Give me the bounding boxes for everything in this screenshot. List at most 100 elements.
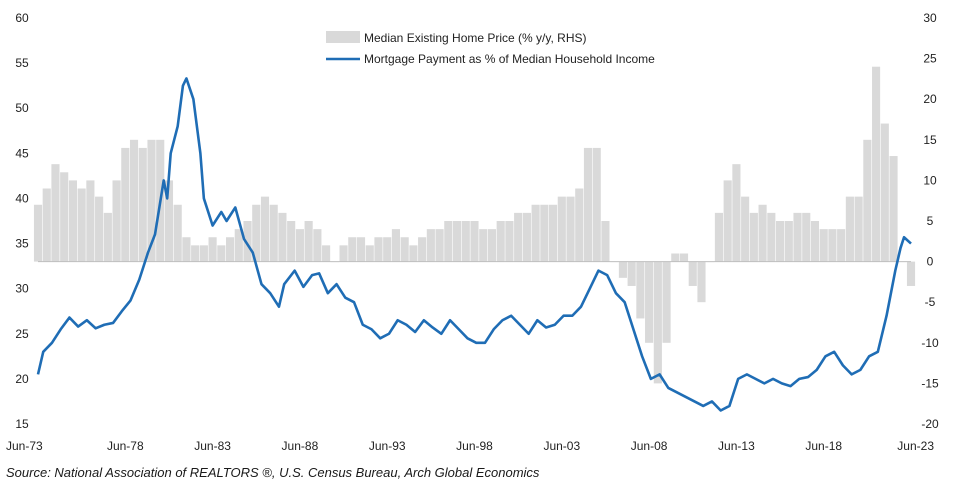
x-tick-label: Jun-03 <box>543 439 580 453</box>
home-price-bar <box>845 196 854 262</box>
home-price-bar <box>880 123 889 262</box>
home-price-bar <box>819 229 828 262</box>
x-tick-label: Jun-08 <box>631 439 668 453</box>
home-price-bar <box>112 180 121 262</box>
home-price-bar <box>662 261 671 343</box>
home-price-bar <box>854 196 863 262</box>
home-price-bar <box>208 237 217 262</box>
home-price-bar <box>741 196 750 262</box>
right-tick-label: 25 <box>923 52 937 66</box>
left-tick-label: 40 <box>15 191 29 205</box>
home-price-bar <box>138 147 147 262</box>
home-price-bar <box>688 261 697 286</box>
right-tick-label: 15 <box>923 133 937 147</box>
left-tick-label: 20 <box>15 372 29 386</box>
home-price-bar <box>601 221 610 262</box>
home-price-bar <box>129 139 139 262</box>
mortgage-payment-line <box>36 77 912 412</box>
home-price-bar <box>810 221 820 262</box>
home-price-bar <box>243 221 252 262</box>
home-price-bar <box>199 245 208 262</box>
home-price-bar <box>356 237 366 262</box>
legend-bar-swatch <box>326 31 360 43</box>
home-price-bar <box>348 237 357 262</box>
home-price-bar <box>313 229 322 262</box>
home-price-bars <box>33 66 916 384</box>
home-price-bar <box>549 204 558 262</box>
home-price-bar <box>645 261 654 343</box>
home-price-bar <box>51 164 60 262</box>
home-price-bar <box>697 261 706 303</box>
home-price-bar <box>479 229 488 262</box>
legend-bar-label: Median Existing Home Price (% y/y, RHS) <box>364 31 587 45</box>
home-price-bar <box>400 237 409 262</box>
x-tick-label: Jun-83 <box>194 439 231 453</box>
home-price-bar <box>33 204 43 262</box>
home-price-bar <box>775 221 785 262</box>
home-price-bar <box>217 245 226 262</box>
left-tick-label: 50 <box>15 101 29 115</box>
x-tick-label: Jun-78 <box>107 439 144 453</box>
left-tick-label: 60 <box>15 11 29 25</box>
home-price-bar <box>435 229 444 262</box>
home-price-bar <box>103 212 112 262</box>
source-note: Source: National Association of REALTORS… <box>6 465 540 480</box>
home-price-bar <box>452 221 462 262</box>
home-price-bar <box>269 204 278 262</box>
home-price-bar <box>679 253 689 262</box>
home-price-bar <box>767 212 776 262</box>
home-price-bar <box>505 221 514 262</box>
home-price-bar <box>252 204 261 262</box>
x-tick-label: Jun-73 <box>6 439 43 453</box>
home-price-bar <box>121 147 130 262</box>
right-tick-label: -10 <box>921 336 939 350</box>
x-tick-label: Jun-13 <box>718 439 755 453</box>
left-tick-label: 45 <box>15 146 29 160</box>
home-price-bar <box>191 245 200 262</box>
home-price-bar <box>828 229 837 262</box>
home-price-bar <box>147 139 156 262</box>
home-price-bar <box>173 204 182 262</box>
home-price-bar <box>487 229 497 262</box>
home-price-bar <box>906 261 916 286</box>
home-price-bar <box>671 253 680 262</box>
right-tick-label: 0 <box>927 255 934 269</box>
home-price-bar <box>514 212 523 262</box>
home-price-bar <box>234 229 243 262</box>
home-price-bar <box>627 261 636 286</box>
home-price-bar <box>42 188 51 262</box>
home-price-bar <box>86 180 95 262</box>
home-price-bar <box>470 221 479 262</box>
x-tick-label: Jun-88 <box>282 439 319 453</box>
home-price-bar <box>618 261 627 278</box>
home-price-bar <box>287 221 296 262</box>
right-tick-label: 5 <box>927 214 934 228</box>
right-tick-label: -15 <box>921 376 939 390</box>
x-axis-ticks: Jun-73 Jun-78 Jun-83 Jun-88 Jun-93 Jun-98 Jun-… <box>6 439 934 453</box>
home-price-bar <box>802 212 811 262</box>
home-price-bar <box>304 221 313 262</box>
home-price-bar <box>784 221 793 262</box>
home-price-bar <box>557 196 566 262</box>
x-tick-label: Jun-93 <box>369 439 406 453</box>
home-price-bar <box>95 196 104 262</box>
home-price-bar <box>653 261 662 384</box>
home-price-bar <box>374 237 383 262</box>
legend-line-label: Mortgage Payment as % of Median Househol… <box>364 52 655 66</box>
home-price-bar <box>863 139 872 262</box>
right-tick-label: 10 <box>923 173 937 187</box>
home-price-bar <box>592 147 601 262</box>
home-price-bar <box>540 204 549 262</box>
home-price-bar <box>837 229 846 262</box>
right-tick-label: -5 <box>925 295 936 309</box>
home-price-bar <box>295 229 304 262</box>
home-price-bar <box>461 221 470 262</box>
home-price-bar <box>365 245 374 262</box>
home-price-bar <box>636 261 645 319</box>
right-tick-label: 30 <box>923 11 937 25</box>
right-tick-label: 20 <box>923 92 937 106</box>
x-tick-label: Jun-98 <box>456 439 493 453</box>
home-price-bar <box>164 180 174 262</box>
left-tick-label: 30 <box>15 282 29 296</box>
